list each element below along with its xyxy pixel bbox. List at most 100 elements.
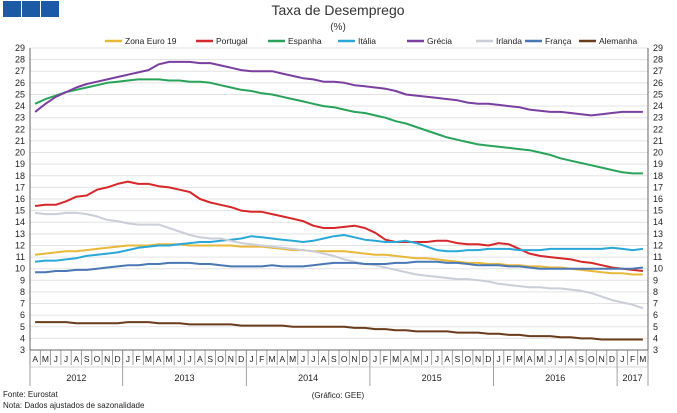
y-tick-label: 12 [653, 240, 663, 250]
y-tick-label: 7 [653, 299, 658, 309]
x-month-label: A [568, 354, 574, 364]
y-tick-label: 22 [15, 124, 25, 134]
x-year-label: 2013 [174, 373, 194, 383]
y-tick-label: 29 [15, 43, 25, 53]
legend-label: Irlanda [496, 36, 522, 46]
x-month-label: J [54, 354, 58, 364]
x-month-label: N [475, 354, 481, 364]
x-month-label: J [548, 354, 552, 364]
y-tick-label: 20 [653, 148, 663, 158]
footer-note: Nota: Dados ajustados de sazonalidade [3, 401, 145, 410]
y-tick-label: 5 [653, 322, 658, 332]
x-month-label: M [166, 354, 173, 364]
legend-label: Espanha [288, 36, 322, 46]
series-line-espanha [34, 78, 643, 175]
y-tick-label: 7 [20, 299, 25, 309]
legend-label: Alemanha [599, 36, 638, 46]
x-year-label: 2017 [623, 373, 643, 383]
y-tick-label: 5 [20, 322, 25, 332]
x-month-label: N [351, 354, 357, 364]
y-tick-label: 13 [653, 229, 663, 239]
y-tick-label: 23 [653, 113, 663, 123]
x-month-label: J [311, 354, 315, 364]
x-month-label: S [331, 354, 337, 364]
x-month-label: J [558, 354, 562, 364]
x-month-label: J [249, 354, 253, 364]
x-month-label: O [464, 354, 471, 364]
y-tick-label: 4 [653, 333, 658, 343]
x-month-label: M [413, 354, 420, 364]
y-tick-label: 17 [653, 182, 663, 192]
x-month-label: O [588, 354, 595, 364]
y-tick-label: 3 [653, 345, 658, 355]
x-month-label: J [64, 354, 68, 364]
y-tick-label: 19 [15, 159, 25, 169]
x-month-label: N [228, 354, 234, 364]
y-tick-label: 10 [653, 264, 663, 274]
logo-square-1 [3, 1, 21, 17]
x-month-label: D [362, 354, 368, 364]
y-tick-label: 17 [15, 182, 25, 192]
x-month-label: J [620, 354, 624, 364]
series-line-grécia [34, 60, 643, 117]
y-tick-label: 20 [15, 148, 25, 158]
y-tick-label: 8 [653, 287, 658, 297]
series-line-itália [34, 234, 644, 263]
x-month-label: A [321, 354, 327, 364]
y-tick-label: 23 [15, 113, 25, 123]
x-month-label: A [444, 354, 450, 364]
legend-label: Zona Euro 19 [125, 36, 177, 46]
chart-subtitle: (%) [330, 22, 346, 33]
series-line-irlanda [34, 211, 644, 310]
y-tick-label: 10 [15, 264, 25, 274]
x-month-label: S [578, 354, 584, 364]
x-month-label: O [341, 354, 348, 364]
y-tick-label: 27 [15, 66, 25, 76]
y-tick-label: 16 [653, 194, 663, 204]
y-tick-label: 28 [15, 55, 25, 65]
y-tick-label: 6 [653, 310, 658, 320]
x-month-label: M [516, 354, 523, 364]
x-month-label: J [301, 354, 305, 364]
y-tick-label: 25 [653, 89, 663, 99]
x-month-label: J [497, 354, 501, 364]
x-month-label: S [84, 354, 90, 364]
x-month-label: A [197, 354, 203, 364]
x-month-label: J [373, 354, 377, 364]
y-tick-label: 14 [653, 217, 663, 227]
x-month-label: J [188, 354, 192, 364]
y-tick-label: 22 [653, 124, 663, 134]
x-month-label: A [74, 354, 80, 364]
x-month-label: F [136, 354, 141, 364]
y-tick-label: 28 [653, 55, 663, 65]
y-tick-label: 15 [15, 206, 25, 216]
y-tick-label: 14 [15, 217, 25, 227]
x-month-label: M [269, 354, 276, 364]
series-lines [34, 60, 644, 341]
y-tick-label: 25 [15, 89, 25, 99]
x-month-label: O [217, 354, 224, 364]
chart-legend: Zona Euro 19 Portugal Espanha Itália Grécia I… [105, 36, 638, 46]
x-month-label: A [156, 354, 162, 364]
footer-source: Fonte: Eurostat [3, 390, 58, 399]
x-year-label: 2016 [545, 373, 565, 383]
legend-label: Itália [358, 36, 376, 46]
y-tick-label: 13 [15, 229, 25, 239]
x-month-label: A [32, 354, 38, 364]
x-month-label: M [639, 354, 646, 364]
x-month-label: S [455, 354, 461, 364]
y-tick-label: 15 [653, 206, 663, 216]
y-tick-label: 16 [15, 194, 25, 204]
y-tick-label: 21 [15, 136, 25, 146]
x-month-label: F [630, 354, 635, 364]
x-month-label: A [280, 354, 286, 364]
x-month-label: D [609, 354, 615, 364]
y-tick-label: 9 [653, 275, 658, 285]
x-month-label: M [145, 354, 152, 364]
y-tick-label: 9 [20, 275, 25, 285]
y-tick-label: 26 [653, 78, 663, 88]
x-month-label: F [259, 354, 264, 364]
x-month-label: J [126, 354, 130, 364]
